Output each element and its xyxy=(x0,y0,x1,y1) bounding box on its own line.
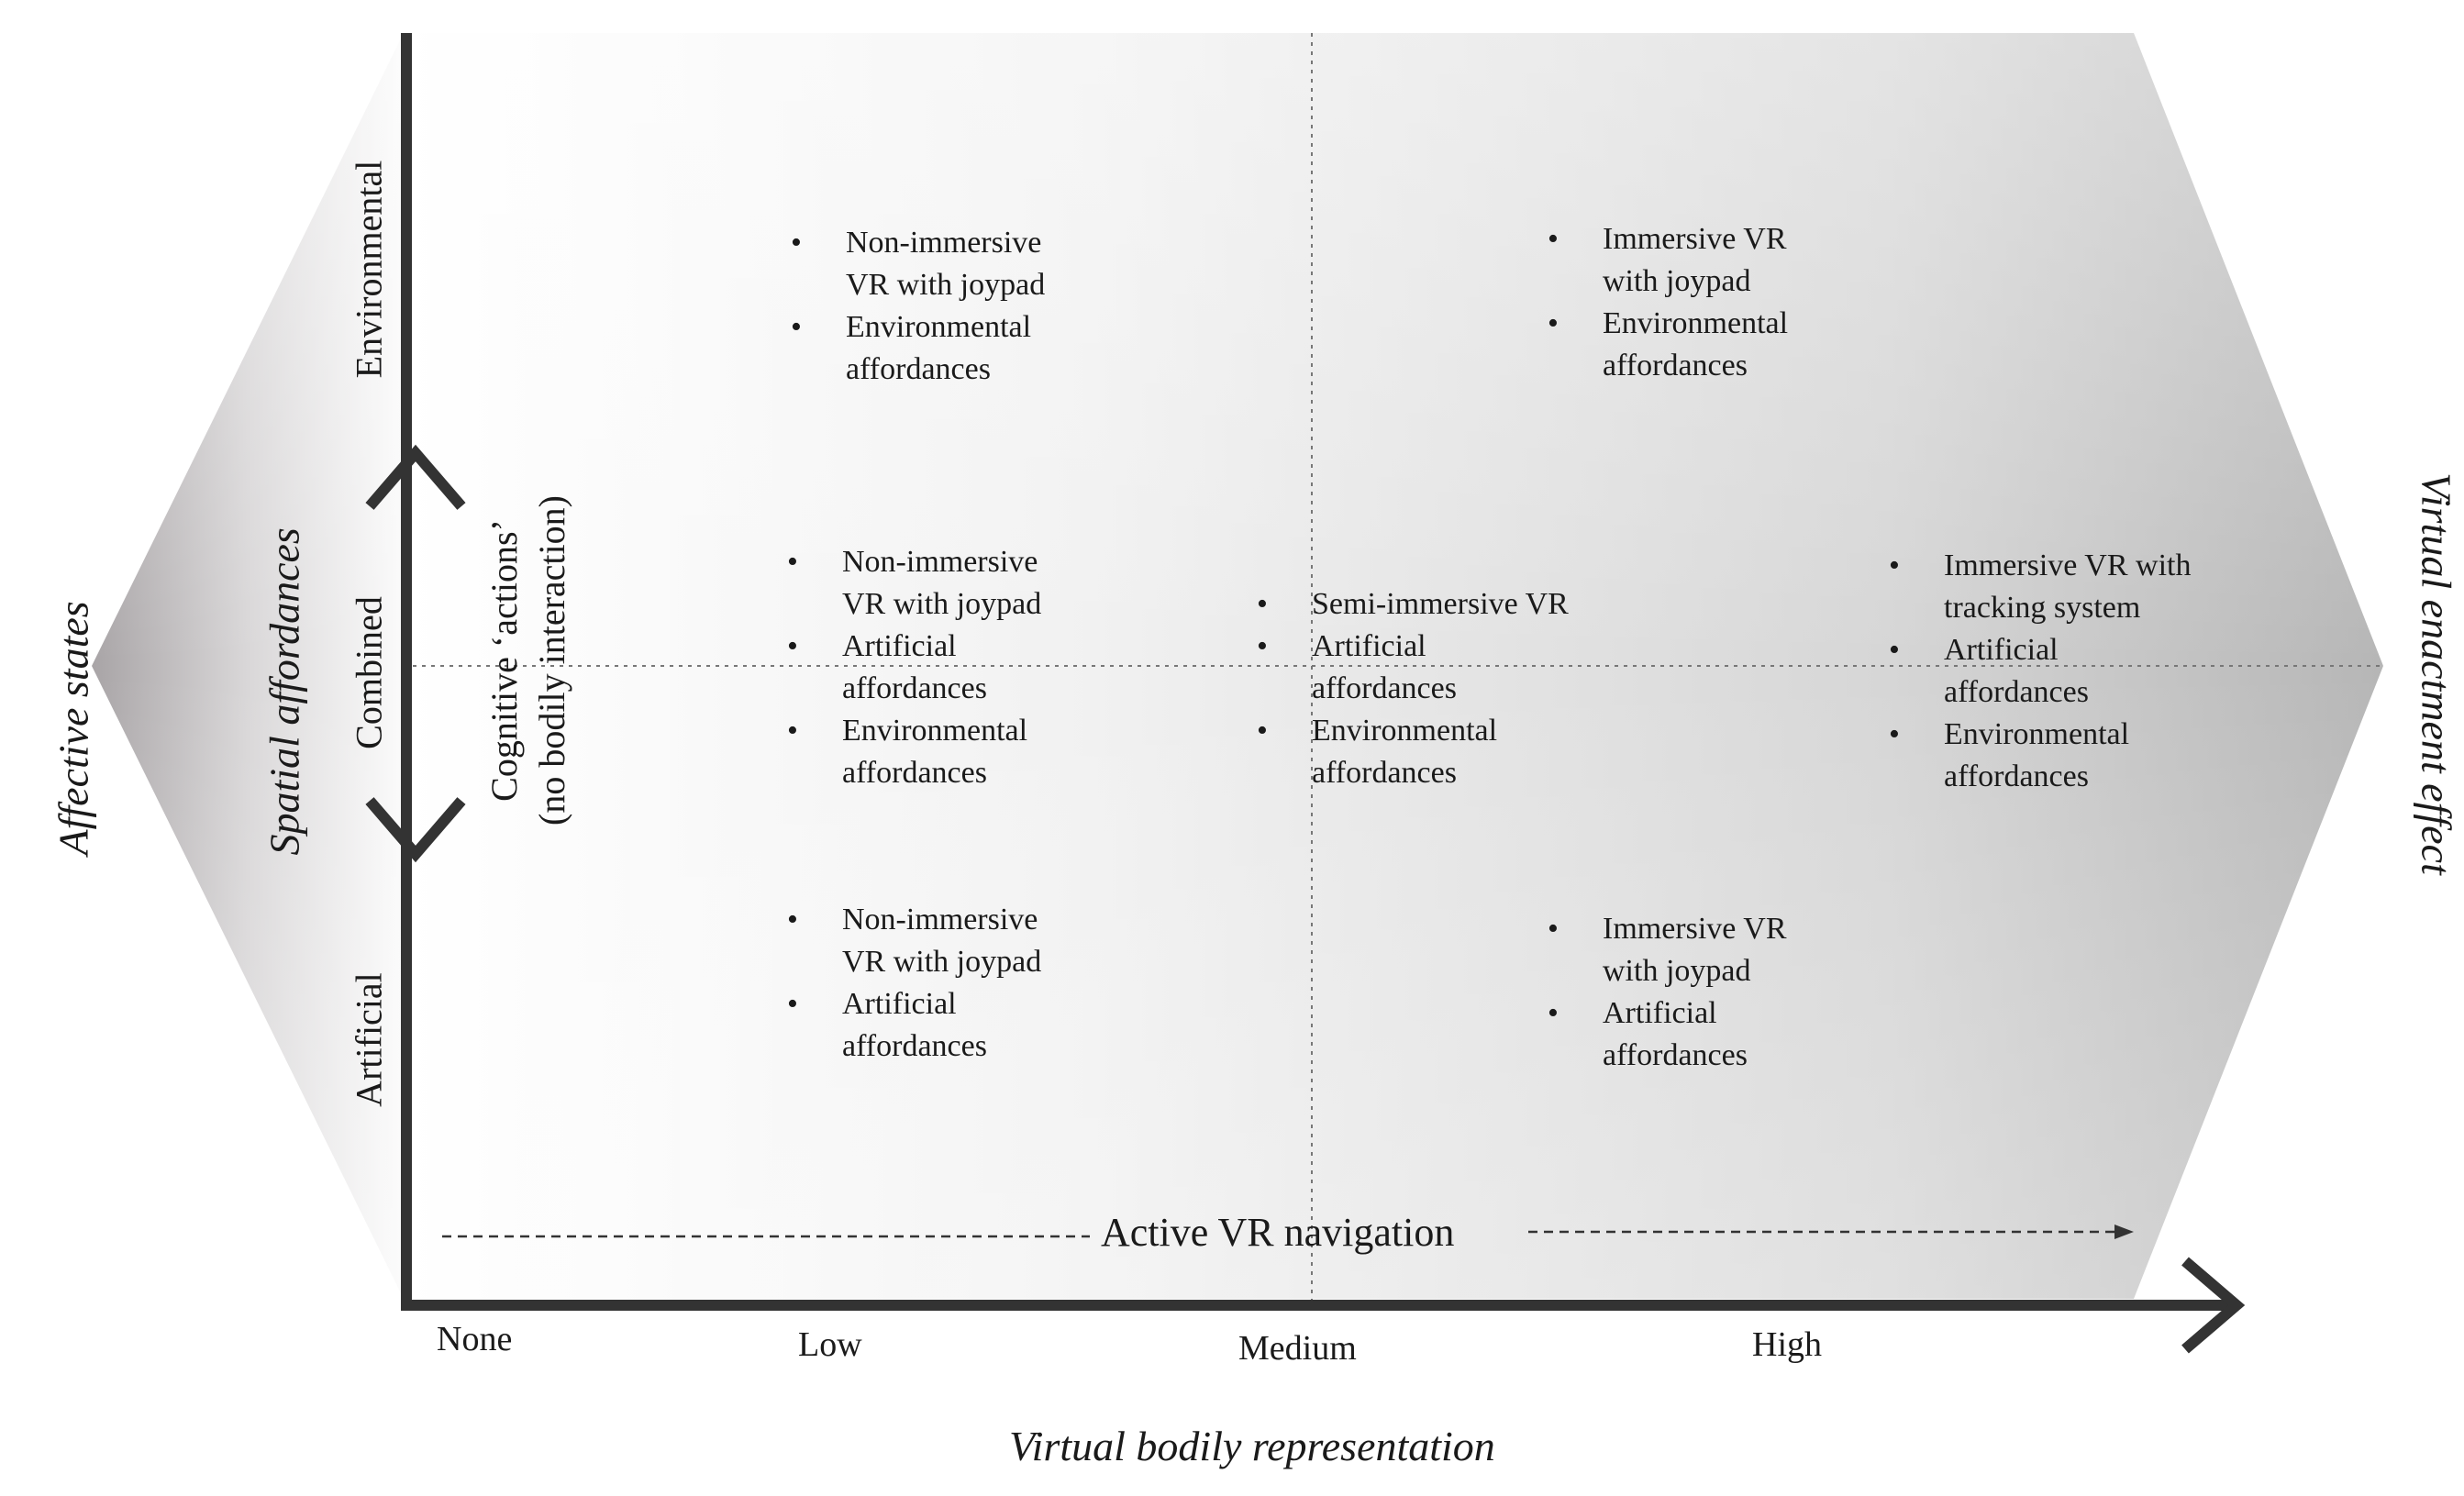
bullet-icon: • xyxy=(791,310,802,344)
left-axis-title: Spatial affordances xyxy=(261,527,308,856)
list-item: • Immersive VR with tracking system xyxy=(1885,545,2256,629)
bullet-icon: • xyxy=(1889,549,1900,582)
block-high-environmental: • Immersive VR with joypad • Environmental… xyxy=(1544,218,1847,387)
bullet-icon: • xyxy=(787,545,798,579)
x-level-high: High xyxy=(1752,1325,1822,1364)
list-item: • Artificial affordances xyxy=(1544,992,1814,1077)
y-double-arrow-top xyxy=(365,444,466,510)
bullet-icon: • xyxy=(1548,222,1559,256)
cognitive-actions-label: Cognitive ‘actions’ (no bodily interacti… xyxy=(481,440,576,881)
block-low-artificial: • Non-immersive VR with joypad • Artificia… xyxy=(783,899,1086,1068)
list-item: • Immersive VR with joypad xyxy=(1544,908,1847,992)
list-item: • Artificial affordances xyxy=(1253,626,1523,710)
y-level-combined: Combined xyxy=(348,596,390,749)
block-medium-combined: • Semi-immersive VR • Artificial affordanc… xyxy=(1253,583,1583,794)
list-item: • Immersive VR with joypad xyxy=(1544,218,1847,303)
bullet-icon: • xyxy=(1889,717,1900,751)
list-item: • Environmental affordances xyxy=(1544,303,1847,387)
left-outer-label: Affective states xyxy=(50,601,97,856)
cognitive-label-line1: Cognitive ‘actions’ xyxy=(483,519,525,802)
y-double-arrow-bottom xyxy=(365,797,466,863)
list-item: • Artificial affordances xyxy=(1885,629,2155,714)
block-high-artificial: • Immersive VR with joypad • Artificial af… xyxy=(1544,908,1847,1077)
x-axis-title: Virtual bodily representation xyxy=(1009,1423,1495,1469)
y-level-environmental: Environmental xyxy=(348,160,390,379)
bullet-icon: • xyxy=(791,226,802,260)
block-low-combined: • Non-immersive VR with joypad • Artificia… xyxy=(783,541,1086,794)
bullet-icon: • xyxy=(1257,714,1268,748)
list-item: • Artificial affordances xyxy=(783,626,1086,710)
x-level-low: Low xyxy=(798,1325,862,1364)
block-low-environmental: • Non-immersive VR with joypad • Environme… xyxy=(787,222,1090,391)
background-highlight xyxy=(92,33,2383,1299)
navigation-arrowhead xyxy=(2114,1225,2134,1239)
list-item: • Environmental affordances xyxy=(787,306,1090,391)
block-high-combined: • Immersive VR with tracking system • Arti… xyxy=(1885,545,2234,798)
list-item: • Environmental affordances xyxy=(1885,714,2192,798)
navigation-label: Active VR navigation xyxy=(1101,1210,1455,1255)
list-item: • Non-immersive VR with joypad xyxy=(783,541,1086,626)
cognitive-label-line2: (no bodily interaction) xyxy=(531,495,572,826)
bullet-icon: • xyxy=(1548,306,1559,340)
y-level-artificial: Artificial xyxy=(348,972,390,1107)
list-item: • Non-immersive VR with joypad xyxy=(787,222,1090,306)
bullet-icon: • xyxy=(787,987,798,1021)
x-level-medium: Medium xyxy=(1238,1329,1357,1368)
bullet-icon: • xyxy=(787,714,798,748)
bullet-icon: • xyxy=(787,903,798,936)
right-outer-label: Virtual enactment effect xyxy=(2413,472,2460,875)
list-item: • Artificial affordances xyxy=(783,983,1053,1068)
bullet-icon: • xyxy=(1257,629,1268,663)
bullet-icon: • xyxy=(1257,587,1268,621)
bullet-icon: • xyxy=(787,629,798,663)
list-item: • Semi-immersive VR xyxy=(1253,583,1583,626)
bullet-icon: • xyxy=(1548,912,1559,946)
x-level-none: None xyxy=(437,1320,513,1358)
list-item: • Non-immersive VR with joypad xyxy=(783,899,1086,983)
bullet-icon: • xyxy=(1889,633,1900,667)
bullet-icon: • xyxy=(1548,996,1559,1030)
list-item: • Environmental affordances xyxy=(783,710,1086,794)
x-axis-arrowhead xyxy=(2181,1257,2246,1354)
list-item: • Environmental affordances xyxy=(1253,710,1559,794)
